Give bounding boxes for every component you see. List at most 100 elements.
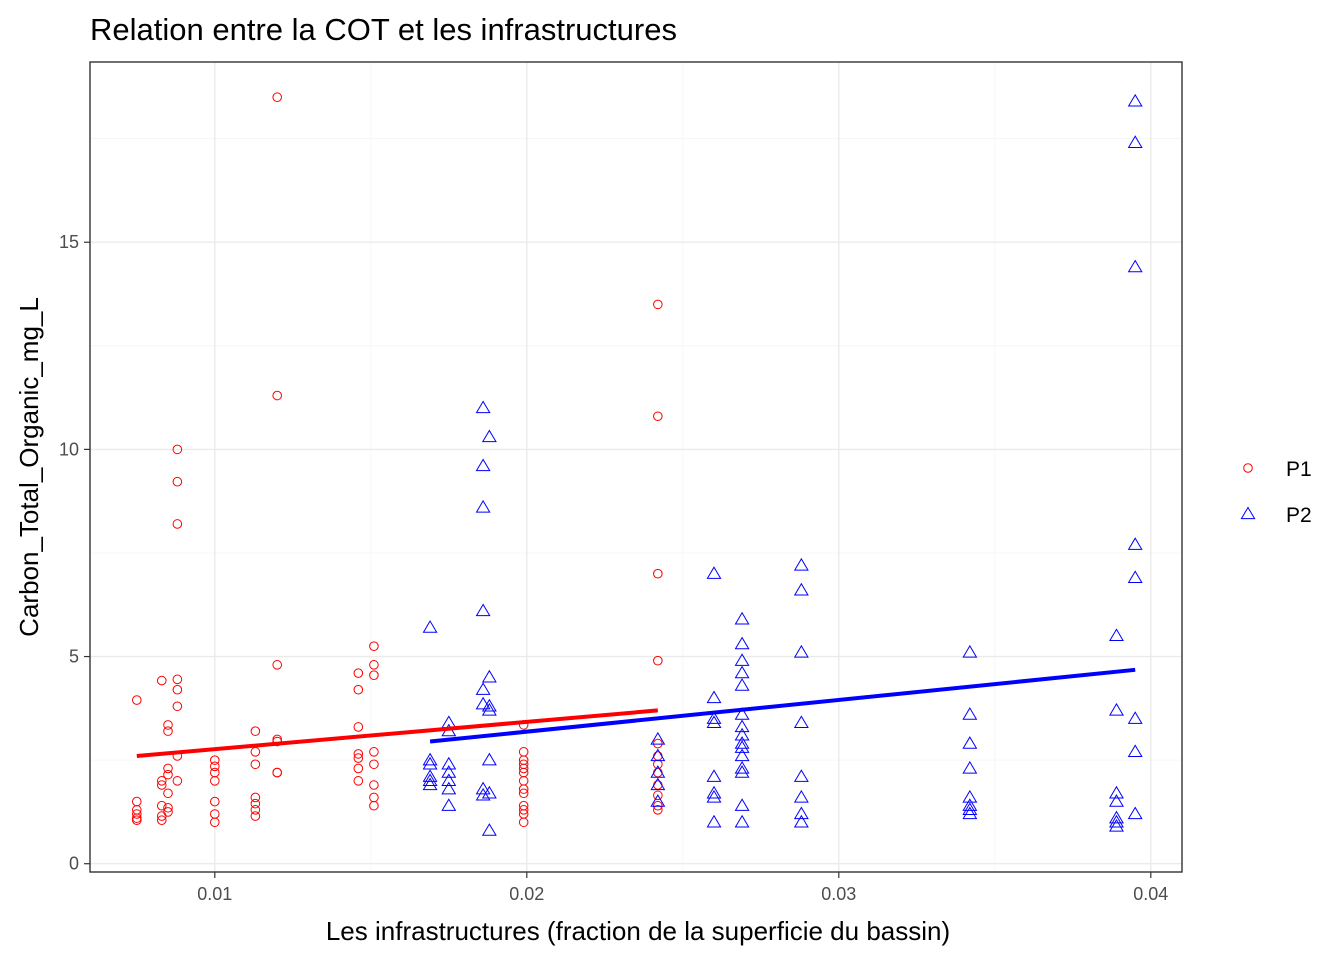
data-point-p2 xyxy=(1109,794,1124,807)
data-point-p1 xyxy=(653,759,663,770)
data-point-p1 xyxy=(369,670,379,680)
data-point-p1 xyxy=(353,763,364,774)
data-point-p2 xyxy=(734,798,750,811)
x-tick-label: 0.03 xyxy=(821,884,856,904)
data-point-p2 xyxy=(962,806,978,820)
data-point-p2 xyxy=(734,727,750,741)
data-point-p2 xyxy=(1109,814,1124,828)
plot-panel-border xyxy=(89,61,1183,873)
data-point-p2 xyxy=(1127,259,1143,273)
data-point-p1 xyxy=(353,668,364,678)
data-point-p1 xyxy=(272,390,283,401)
data-point-p2 xyxy=(1127,744,1143,758)
data-point-p1 xyxy=(653,751,663,761)
data-point-p1 xyxy=(353,684,364,695)
data-point-p1 xyxy=(353,753,364,763)
data-point-p1 xyxy=(132,695,142,705)
y-axis-label: Carbon_Total_Organic_mg_L xyxy=(14,297,44,637)
data-point-p1 xyxy=(653,780,663,790)
data-point-p2 xyxy=(475,781,491,795)
data-point-p1 xyxy=(250,726,261,736)
legend-item-p1: P1 xyxy=(1243,458,1312,481)
data-point-p2 xyxy=(475,458,491,472)
data-point-p1 xyxy=(132,815,142,826)
data-point-p2 xyxy=(422,752,438,766)
data-point-p2 xyxy=(422,756,438,770)
data-point-p1 xyxy=(210,761,220,772)
data-point-p1 xyxy=(653,805,663,815)
data-point-p1 xyxy=(163,763,173,774)
x-axis-label: Les infrastructures (fraction de la supe… xyxy=(326,916,950,946)
data-point-p1 xyxy=(353,749,364,759)
legend-key-p1 xyxy=(1243,463,1253,473)
data-point-p2 xyxy=(793,582,809,596)
data-point-p2 xyxy=(962,789,978,803)
data-point-p2 xyxy=(734,719,750,733)
trend-line-p2 xyxy=(429,667,1136,744)
data-point-p1 xyxy=(163,802,173,813)
data-point-p2 xyxy=(793,806,809,820)
data-point-p1 xyxy=(156,815,167,826)
legend-item-p2: P2 xyxy=(1240,504,1312,527)
x-tick-label: 0.01 xyxy=(197,884,232,904)
data-point-p1 xyxy=(272,767,283,778)
data-point-p2 xyxy=(962,736,978,749)
data-point-p2 xyxy=(706,814,722,828)
data-point-p1 xyxy=(132,809,142,819)
data-point-p1 xyxy=(518,788,529,799)
y-tick-label: 10 xyxy=(59,439,79,459)
data-point-p1 xyxy=(653,568,663,579)
data-point-p2 xyxy=(706,769,722,782)
data-point-p1 xyxy=(653,411,663,422)
data-point-p2 xyxy=(475,499,491,513)
data-points xyxy=(132,92,1143,836)
series-p2-points xyxy=(422,93,1143,836)
data-point-p2 xyxy=(734,707,750,720)
data-point-p1 xyxy=(369,800,379,811)
data-point-p1 xyxy=(272,92,283,103)
data-point-p2 xyxy=(734,636,750,650)
data-point-p2 xyxy=(475,400,491,414)
data-point-p2 xyxy=(481,823,497,836)
data-point-p1 xyxy=(250,798,261,809)
data-point-p2 xyxy=(793,557,809,571)
data-point-p2 xyxy=(962,760,978,774)
data-point-p1 xyxy=(210,796,220,807)
data-point-p1 xyxy=(163,726,173,736)
data-point-p2 xyxy=(1127,537,1143,550)
data-point-p1 xyxy=(156,780,167,790)
data-point-p1 xyxy=(163,807,173,817)
data-point-p2 xyxy=(734,678,750,691)
data-point-p2 xyxy=(1127,806,1143,820)
data-point-p1 xyxy=(210,776,220,786)
data-point-p2 xyxy=(793,769,809,782)
data-point-p1 xyxy=(353,776,364,786)
data-point-p1 xyxy=(653,790,663,801)
data-point-p2 xyxy=(706,789,722,803)
data-point-p1 xyxy=(353,722,364,732)
data-point-p1 xyxy=(250,759,261,770)
legend: P1 P2 xyxy=(1240,458,1312,527)
data-point-p2 xyxy=(1127,570,1143,584)
data-point-p2 xyxy=(475,696,491,710)
data-point-p2 xyxy=(422,773,438,787)
data-point-p2 xyxy=(706,715,722,729)
data-point-p2 xyxy=(706,711,722,724)
data-point-p2 xyxy=(793,814,809,828)
data-point-p1 xyxy=(369,641,379,651)
y-tick-label: 15 xyxy=(59,232,79,252)
data-point-p1 xyxy=(653,738,663,749)
data-point-p1 xyxy=(172,684,183,695)
data-point-p2 xyxy=(441,715,457,729)
data-point-p1 xyxy=(369,660,379,670)
data-point-p2 xyxy=(793,789,809,803)
data-point-p2 xyxy=(441,781,457,795)
data-point-p1 xyxy=(250,811,261,821)
data-point-p2 xyxy=(441,756,457,770)
data-point-p1 xyxy=(272,660,283,670)
data-point-p2 xyxy=(422,777,438,791)
data-point-p2 xyxy=(650,748,666,762)
data-point-p2 xyxy=(481,429,497,443)
data-point-p2 xyxy=(1109,810,1124,824)
data-point-p2 xyxy=(1109,628,1124,642)
